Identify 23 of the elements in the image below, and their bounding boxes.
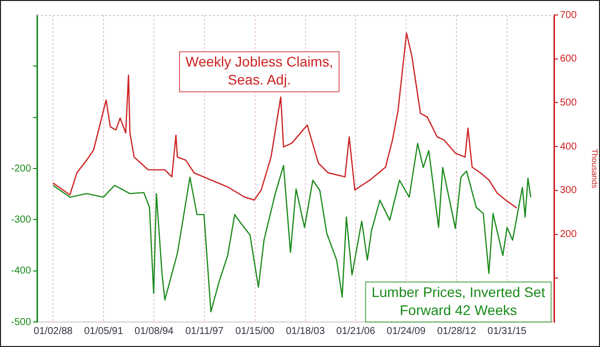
x-tick-label: 01/02/88 bbox=[34, 326, 74, 337]
y2-tick-label: 600 bbox=[560, 54, 578, 65]
y-tick-label: -500 bbox=[10, 316, 32, 328]
y2-tick-label: 700 bbox=[560, 10, 578, 21]
y2-axis-title: Thousands bbox=[590, 148, 599, 188]
y-tick-label: -300 bbox=[10, 214, 32, 226]
x-tick-label: 01/11/97 bbox=[185, 326, 224, 337]
y-tick-label: -400 bbox=[10, 266, 32, 277]
text: Weekly Jobless Claims, Seas. Adj. bbox=[186, 54, 334, 88]
y2-tick-label: 300 bbox=[560, 185, 578, 196]
y-tick-label: -200 bbox=[10, 163, 32, 174]
series-label: Lumber Prices, Inverted Set Forward 42 Weeks bbox=[372, 284, 546, 318]
x-tick-label: 01/18/03 bbox=[286, 326, 326, 337]
y2-tick-label: 500 bbox=[560, 97, 578, 108]
y2-tick-label: 400 bbox=[560, 141, 578, 152]
x-tick-label: 01/31/15 bbox=[488, 326, 527, 337]
x-tick-label: 01/08/94 bbox=[134, 326, 174, 337]
x-tick-label: 01/05/91 bbox=[84, 326, 124, 337]
x-tick-label: 01/24/09 bbox=[386, 326, 426, 337]
x-tick-label: 01/15/00 bbox=[235, 326, 275, 337]
y2-tick-label: 200 bbox=[560, 229, 578, 240]
x-tick-label: 01/21/06 bbox=[336, 326, 376, 337]
x-tick-label: 01/28/12 bbox=[437, 326, 476, 337]
